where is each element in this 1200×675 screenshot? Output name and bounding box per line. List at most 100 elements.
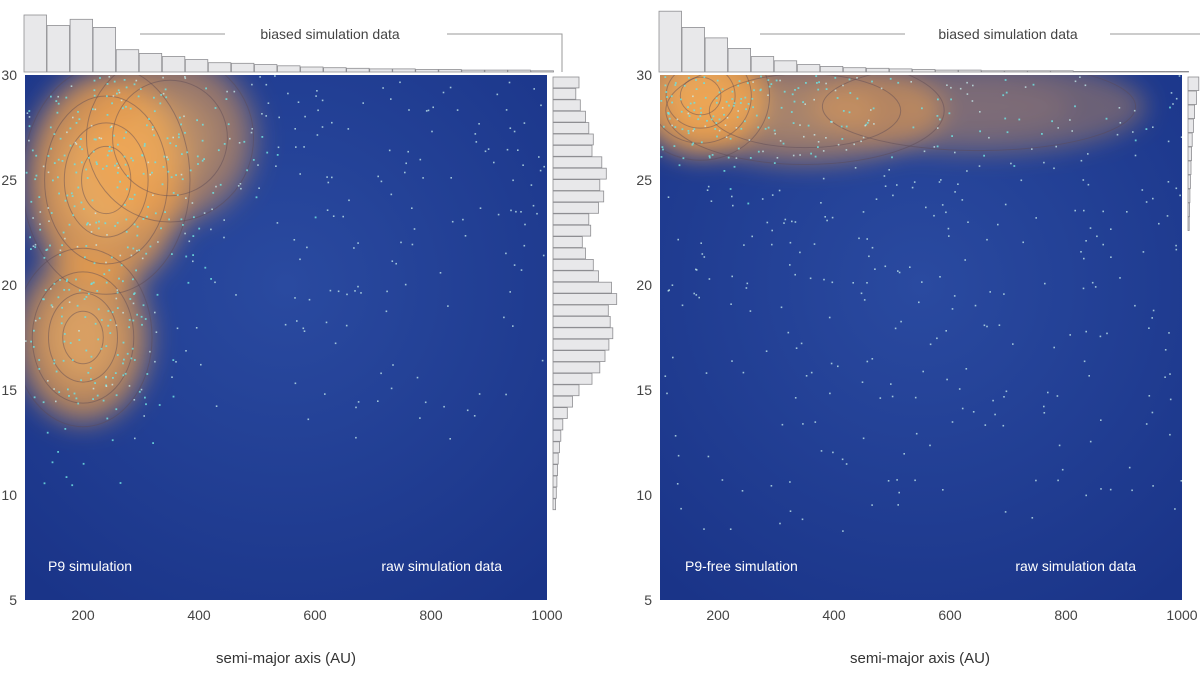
scatter-point	[450, 177, 452, 179]
histogram-bar	[552, 418, 564, 431]
scatter-point	[115, 324, 118, 327]
scatter-point	[151, 171, 153, 174]
scatter-point	[660, 156, 663, 158]
scatter-point	[337, 290, 340, 293]
scatter-point	[149, 173, 151, 176]
scatter-point	[105, 281, 108, 284]
scatter-point	[77, 186, 80, 189]
annotation-simulation: P9-free simulation	[685, 558, 798, 574]
scatter-point	[135, 269, 137, 272]
x-tick-label: 600	[938, 607, 962, 623]
scatter-point	[342, 215, 344, 218]
scatter-point	[171, 376, 173, 378]
y-tick-label: 10	[636, 487, 652, 503]
x-axis-ticks: 200 400 600 800 1000	[71, 607, 562, 623]
scatter-point	[707, 455, 710, 458]
scatter-point	[357, 285, 359, 288]
scatter-point	[853, 143, 855, 146]
scatter-point	[986, 325, 988, 328]
scatter-point	[28, 110, 31, 112]
scatter-point	[810, 371, 813, 374]
scatter-point	[809, 277, 812, 280]
scatter-point	[673, 145, 676, 147]
scatter-point	[727, 156, 730, 159]
scatter-point	[836, 97, 839, 99]
x-tick-label: 200	[706, 607, 730, 623]
scatter-point	[938, 181, 941, 183]
scatter-point	[666, 392, 668, 395]
scatter-point	[1110, 256, 1112, 258]
scatter-point	[767, 94, 769, 96]
scatter-point	[670, 95, 673, 98]
histogram-bar	[552, 475, 558, 488]
scatter-point	[188, 240, 191, 243]
scatter-point	[947, 227, 950, 230]
scatter-point	[69, 127, 72, 130]
scatter-point	[865, 123, 868, 126]
scatter-point	[1169, 398, 1172, 401]
scatter-point	[677, 454, 680, 457]
scatter-point	[1087, 183, 1090, 186]
scatter-point	[89, 367, 92, 369]
scatter-point	[674, 84, 677, 86]
scatter-point	[142, 218, 145, 220]
scatter-point	[50, 304, 53, 307]
scatter-point	[357, 242, 359, 244]
scatter-point	[1051, 120, 1053, 123]
scatter-point	[86, 222, 89, 224]
scatter-point	[265, 115, 267, 117]
scatter-point	[958, 388, 961, 390]
scatter-point	[745, 287, 748, 289]
scatter-point	[107, 324, 110, 327]
scatter-point	[834, 89, 837, 92]
scatter-point	[1166, 215, 1169, 217]
scatter-point	[404, 283, 407, 286]
scatter-point	[138, 390, 141, 393]
scatter-point	[704, 96, 707, 99]
scatter-point	[65, 96, 68, 99]
scatter-point	[125, 86, 128, 89]
scatter-point	[142, 304, 145, 307]
scatter-point	[732, 204, 734, 207]
scatter-point	[390, 98, 392, 100]
scatter-point	[137, 95, 140, 98]
scatter-point	[57, 102, 60, 105]
scatter-point	[32, 245, 35, 247]
scatter-point	[871, 80, 873, 83]
scatter-point	[842, 84, 844, 87]
scatter-point	[154, 161, 157, 164]
scatter-point	[130, 157, 133, 160]
histogram-bar	[1142, 71, 1166, 73]
scatter-point	[69, 342, 72, 344]
scatter-point	[151, 126, 154, 128]
scatter-point	[770, 83, 773, 85]
scatter-point	[1175, 97, 1178, 100]
scatter-point	[1141, 189, 1144, 191]
scatter-point	[891, 156, 893, 159]
scatter-point	[879, 397, 882, 399]
scatter-point	[1169, 433, 1171, 436]
scatter-point	[28, 139, 30, 142]
scatter-point	[133, 83, 136, 86]
scatter-point	[753, 89, 755, 92]
histogram-bar	[552, 167, 607, 180]
histogram-bar	[552, 156, 603, 169]
scatter-point	[751, 97, 754, 100]
histogram-bar	[507, 69, 531, 73]
scatter-point	[1085, 240, 1087, 242]
histogram-bar	[184, 59, 209, 73]
scatter-point	[265, 83, 268, 86]
scatter-point	[42, 165, 45, 168]
histogram-bar	[552, 133, 594, 146]
scatter-point	[192, 235, 195, 237]
scatter-point	[180, 173, 183, 176]
scatter-point	[749, 157, 752, 159]
scatter-point	[849, 92, 852, 94]
scatter-point	[983, 154, 985, 157]
scatter-point	[1175, 248, 1178, 251]
scatter-point	[276, 154, 279, 156]
scatter-point	[1164, 349, 1167, 351]
scatter-point	[687, 132, 690, 135]
scatter-point	[764, 127, 767, 130]
scatter-point	[1132, 131, 1134, 133]
